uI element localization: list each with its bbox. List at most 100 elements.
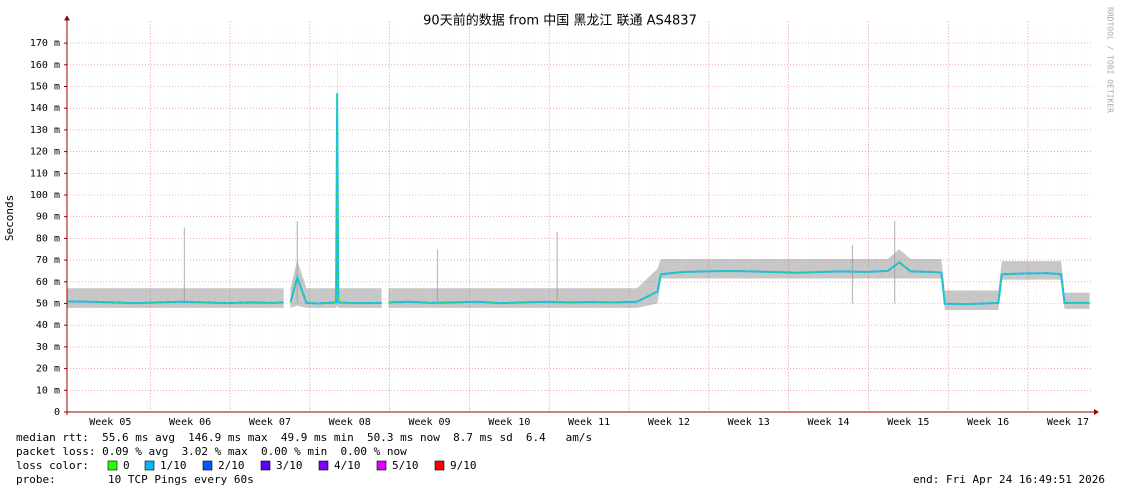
smoke-band [249, 288, 273, 308]
smoke-band [158, 288, 181, 308]
smoke-band [614, 288, 637, 308]
x-tick-label: Week 09 [408, 417, 450, 428]
x-tick-label: Week 17 [1047, 417, 1089, 428]
x-tick-label: Week 16 [967, 417, 1009, 428]
median-line [66, 93, 1090, 306]
y-tick-label: 40 m [36, 320, 60, 331]
y-tick-label: 150 m [30, 82, 60, 93]
smoke-band [89, 288, 113, 308]
legend-label: 2/10 [218, 459, 245, 472]
y-tick-label: 170 m [30, 38, 60, 49]
y-arrow [64, 15, 70, 21]
smoke-band [181, 288, 204, 308]
legend-swatch [144, 460, 155, 471]
legend-swatch [376, 460, 387, 471]
smoke-band [67, 288, 90, 308]
smoke-band [454, 288, 478, 308]
smoke-band [865, 259, 888, 279]
smoke-band [317, 288, 337, 308]
smoke-band [500, 288, 523, 308]
y-tick-label: 110 m [30, 168, 60, 179]
smoke-band [272, 288, 284, 308]
x-tick-label: Week 08 [329, 417, 371, 428]
smoke-band [545, 288, 569, 308]
smoke-band [352, 288, 382, 308]
smoke-band [568, 288, 592, 308]
legend-label: 1/10 [160, 459, 187, 472]
smoke-band [887, 249, 900, 279]
smoke-band [637, 268, 658, 308]
y-axis-label: Seconds [3, 195, 16, 241]
y-tick-label: 60 m [36, 277, 60, 288]
y-tick-label: 140 m [30, 103, 60, 114]
smoke-band [773, 259, 797, 279]
smoke-band [728, 259, 751, 279]
loss-label: loss color: [16, 459, 89, 472]
y-tick-label: 20 m [36, 364, 60, 375]
smoke-band [477, 288, 501, 308]
smoke-band [203, 288, 227, 308]
y-tick-label: 90 m [36, 212, 60, 223]
smoke-band [660, 259, 683, 279]
stats-loss: packet loss: 0.09 % avg 3.02 % max 0.00 … [16, 445, 407, 458]
legend-swatch [434, 460, 445, 471]
y-tick-label: 120 m [30, 147, 60, 158]
x-tick-label: Week 11 [568, 417, 610, 428]
y-tick-label: 0 [54, 407, 60, 418]
smoke-band [967, 290, 999, 311]
smoke-band [705, 259, 729, 279]
x-tick-label: Week 14 [807, 417, 849, 428]
legend-swatch [107, 460, 118, 471]
smoke-band [1047, 261, 1062, 280]
x-tick-label: Week 12 [648, 417, 690, 428]
legend-swatch [202, 460, 213, 471]
legend-swatch [260, 460, 271, 471]
smoke-band [819, 259, 843, 279]
legend-label: 5/10 [392, 459, 419, 472]
smoke-band [1001, 261, 1025, 280]
x-tick-label: Week 13 [728, 417, 770, 428]
probe: 10 TCP Pings every 60s [108, 473, 254, 486]
legend-label: 4/10 [334, 459, 361, 472]
legend-label: 0 [123, 459, 130, 472]
x-tick-label: Week 10 [488, 417, 530, 428]
smoke-band [944, 290, 968, 311]
smoke-band [933, 259, 942, 279]
smoke-band [842, 259, 865, 279]
end-time: end: Fri Apr 24 16:49:51 2026 [913, 473, 1105, 486]
x-arrow [1094, 409, 1099, 415]
smoke-band [751, 259, 774, 279]
y-tick-label: 10 m [36, 385, 60, 396]
smoke-band [1064, 292, 1090, 309]
y-tick-label: 130 m [30, 125, 60, 136]
smoke-band [338, 288, 352, 308]
smoke-band [431, 288, 455, 308]
smoke-band [306, 288, 318, 308]
x-tick-label: Week 07 [249, 417, 291, 428]
smoke-band [135, 288, 159, 308]
smoke-band [591, 288, 615, 308]
smoke-band [682, 259, 706, 279]
x-tick-label: Week 15 [887, 417, 929, 428]
x-tick-label: Week 05 [89, 417, 131, 428]
smoke-band [1024, 261, 1048, 280]
watermark: RRDTOOL / TOBI OETIKER [1106, 7, 1115, 113]
smoke-band [409, 288, 432, 308]
y-tick-label: 160 m [30, 60, 60, 71]
y-tick-label: 50 m [36, 299, 60, 310]
y-tick-label: 80 m [36, 233, 60, 244]
smoke-band [112, 288, 136, 308]
smoke-band [796, 259, 820, 279]
probe-label: probe: [16, 473, 56, 486]
legend-swatch [318, 460, 329, 471]
x-tick-label: Week 06 [169, 417, 211, 428]
y-tick-label: 30 m [36, 342, 60, 353]
stats-rtt: median rtt: 55.6 ms avg 146.9 ms max 49.… [16, 431, 592, 444]
y-tick-label: 100 m [30, 190, 60, 201]
smoke-band [226, 288, 250, 308]
y-tick-label: 70 m [36, 255, 60, 266]
smoke-band [910, 259, 934, 279]
legend-label: 9/10 [450, 459, 477, 472]
smoke-band [899, 249, 911, 279]
